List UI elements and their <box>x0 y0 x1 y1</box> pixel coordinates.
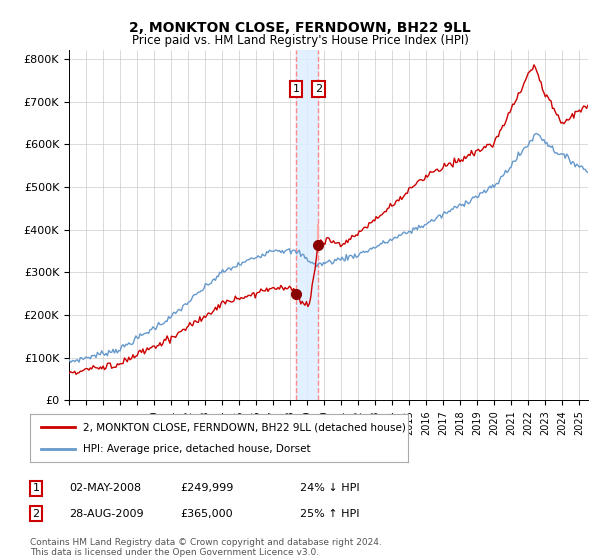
Text: 28-AUG-2009: 28-AUG-2009 <box>69 508 143 519</box>
Text: 02-MAY-2008: 02-MAY-2008 <box>69 483 141 493</box>
Text: 2, MONKTON CLOSE, FERNDOWN, BH22 9LL (detached house): 2, MONKTON CLOSE, FERNDOWN, BH22 9LL (de… <box>83 422 406 432</box>
Text: 24% ↓ HPI: 24% ↓ HPI <box>300 483 359 493</box>
Text: £249,999: £249,999 <box>180 483 233 493</box>
Text: 1: 1 <box>32 483 40 493</box>
Text: 2: 2 <box>32 508 40 519</box>
Text: 25% ↑ HPI: 25% ↑ HPI <box>300 508 359 519</box>
Text: £365,000: £365,000 <box>180 508 233 519</box>
Text: HPI: Average price, detached house, Dorset: HPI: Average price, detached house, Dors… <box>83 444 311 454</box>
Text: 2: 2 <box>315 84 322 94</box>
Text: 2, MONKTON CLOSE, FERNDOWN, BH22 9LL: 2, MONKTON CLOSE, FERNDOWN, BH22 9LL <box>129 21 471 35</box>
Text: 1: 1 <box>292 84 299 94</box>
Text: Price paid vs. HM Land Registry's House Price Index (HPI): Price paid vs. HM Land Registry's House … <box>131 34 469 46</box>
Bar <box>296 50 319 400</box>
Text: Contains HM Land Registry data © Crown copyright and database right 2024.
This d: Contains HM Land Registry data © Crown c… <box>30 538 382 557</box>
